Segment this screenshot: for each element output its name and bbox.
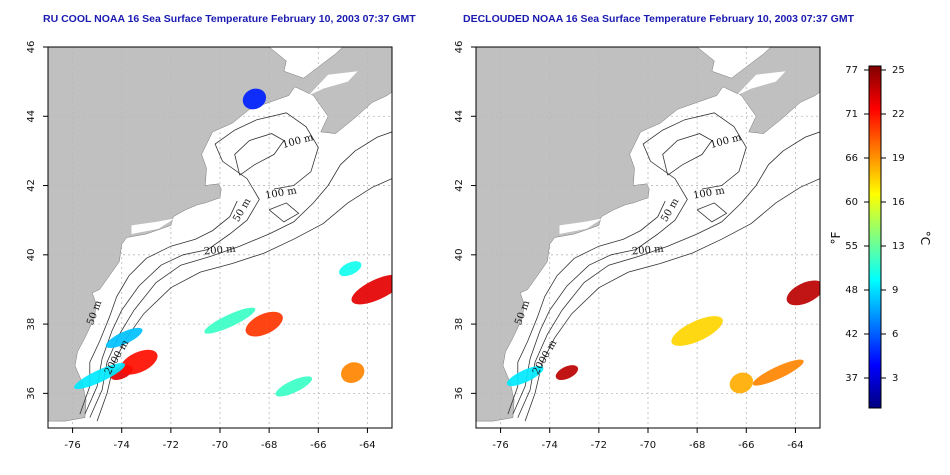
c-tick-label: 22 <box>892 109 905 120</box>
sst-patch <box>506 365 544 387</box>
isobath-line <box>696 202 728 223</box>
graticule <box>48 47 392 428</box>
sst-patch <box>555 365 579 381</box>
sst-patch <box>242 88 267 110</box>
y-tick-label: 46 <box>26 41 37 54</box>
f-tick-label: 42 <box>845 329 858 340</box>
left-panel-title: RU COOL NOAA 16 Sea Surface Temperature … <box>43 13 416 25</box>
x-tick-label: -70 <box>640 440 656 451</box>
celsius-ticks: 25 22 19 16 13 9 6 3 <box>881 65 905 384</box>
x-tick-label: -72 <box>163 440 179 451</box>
sst-patch <box>339 261 362 277</box>
sst-patch <box>729 372 754 394</box>
sst-patch <box>351 274 392 305</box>
f-tick-label: 37 <box>845 373 858 384</box>
latitude-axis: 36 38 40 42 44 46 <box>26 41 48 400</box>
bay-of-fundy <box>308 71 358 96</box>
sst-patches <box>506 280 820 394</box>
f-tick-label: 55 <box>845 241 858 252</box>
x-tick-label: -64 <box>359 440 375 451</box>
f-tick-label: 60 <box>845 197 858 208</box>
isobath-label: 200 m <box>203 244 236 258</box>
x-tick-label: -66 <box>310 440 326 451</box>
sst-patch <box>245 311 283 337</box>
f-tick-label: 77 <box>845 65 858 76</box>
graticule <box>476 47 820 428</box>
x-tick-label: -74 <box>542 440 558 451</box>
y-tick-label: 46 <box>454 41 465 54</box>
latitude-axis: 36 38 40 42 44 46 <box>454 41 476 400</box>
x-tick-label: -72 <box>591 440 607 451</box>
f-tick-label: 66 <box>845 153 858 164</box>
sst-patch <box>786 280 820 306</box>
x-tick-label: -64 <box>787 440 803 451</box>
fahrenheit-ticks: 77 71 66 60 55 48 42 37 <box>845 65 869 384</box>
longitude-axis: -76 -74 -72 -70 -68 -66 -64 <box>492 428 804 451</box>
land-mass <box>48 47 392 422</box>
x-tick-label: -76 <box>64 440 80 451</box>
sst-patch <box>105 327 143 348</box>
isobath-label: 200 m <box>631 244 664 258</box>
f-tick-label: 71 <box>845 109 858 120</box>
sst-patch <box>341 362 365 383</box>
sst-patches <box>74 88 392 397</box>
longitude-axis: -76 -74 -72 -70 -68 -66 -64 <box>64 428 376 451</box>
x-tick-label: -66 <box>738 440 754 451</box>
fahrenheit-label: °F <box>829 231 843 244</box>
isobath-line <box>268 202 300 223</box>
celsius-label: °C <box>918 231 932 245</box>
temperature-colorbar: 77 71 66 60 55 48 42 37 25 22 19 16 13 9 6 3 °F °C <box>829 65 932 409</box>
isobath-line <box>517 131 820 418</box>
sst-patch <box>671 316 723 346</box>
y-tick-label: 42 <box>454 179 465 192</box>
y-tick-label: 40 <box>26 248 37 261</box>
sst-patch <box>204 307 256 334</box>
isobath-line <box>96 178 392 422</box>
colorbar-ramp <box>868 65 882 409</box>
y-tick-label: 44 <box>454 110 465 123</box>
y-tick-label: 44 <box>26 110 37 123</box>
y-tick-label: 38 <box>454 318 465 331</box>
x-tick-label: -76 <box>492 440 508 451</box>
x-tick-label: -68 <box>261 440 277 451</box>
x-tick-label: -74 <box>114 440 130 451</box>
sst-patch <box>752 359 804 386</box>
long-island-sound <box>559 218 603 234</box>
isobath-line <box>507 200 666 415</box>
isobath-line <box>524 178 820 422</box>
x-tick-label: -70 <box>212 440 228 451</box>
isobath-line <box>84 112 319 415</box>
c-tick-label: 13 <box>892 241 905 252</box>
x-tick-label: -68 <box>689 440 705 451</box>
bay-of-fundy <box>736 71 786 96</box>
f-tick-label: 48 <box>845 285 858 296</box>
isobath-line <box>662 133 713 176</box>
sst-patch <box>275 376 313 397</box>
y-tick-label: 40 <box>454 248 465 261</box>
y-tick-label: 36 <box>26 387 37 400</box>
c-tick-label: 25 <box>892 65 905 76</box>
isobath-line <box>234 133 285 176</box>
coastline-land <box>476 47 820 422</box>
c-tick-label: 16 <box>892 197 905 208</box>
isobath-line <box>512 112 747 415</box>
coastline-land <box>48 47 392 422</box>
y-tick-label: 36 <box>454 387 465 400</box>
sst-patch <box>120 349 158 375</box>
y-tick-label: 42 <box>26 179 37 192</box>
land-mass <box>476 47 820 422</box>
sst-patch <box>74 363 126 390</box>
y-tick-label: 38 <box>26 318 37 331</box>
c-tick-label: 19 <box>892 153 905 164</box>
isobath-contours <box>507 112 820 422</box>
right-panel-title: DECLOUDED NOAA 16 Sea Surface Temperatur… <box>463 13 855 25</box>
long-island-sound <box>131 218 175 234</box>
c-tick-label: 9 <box>892 285 898 296</box>
isobath-line <box>79 200 238 415</box>
c-tick-label: 6 <box>892 329 898 340</box>
c-tick-label: 3 <box>892 373 898 384</box>
